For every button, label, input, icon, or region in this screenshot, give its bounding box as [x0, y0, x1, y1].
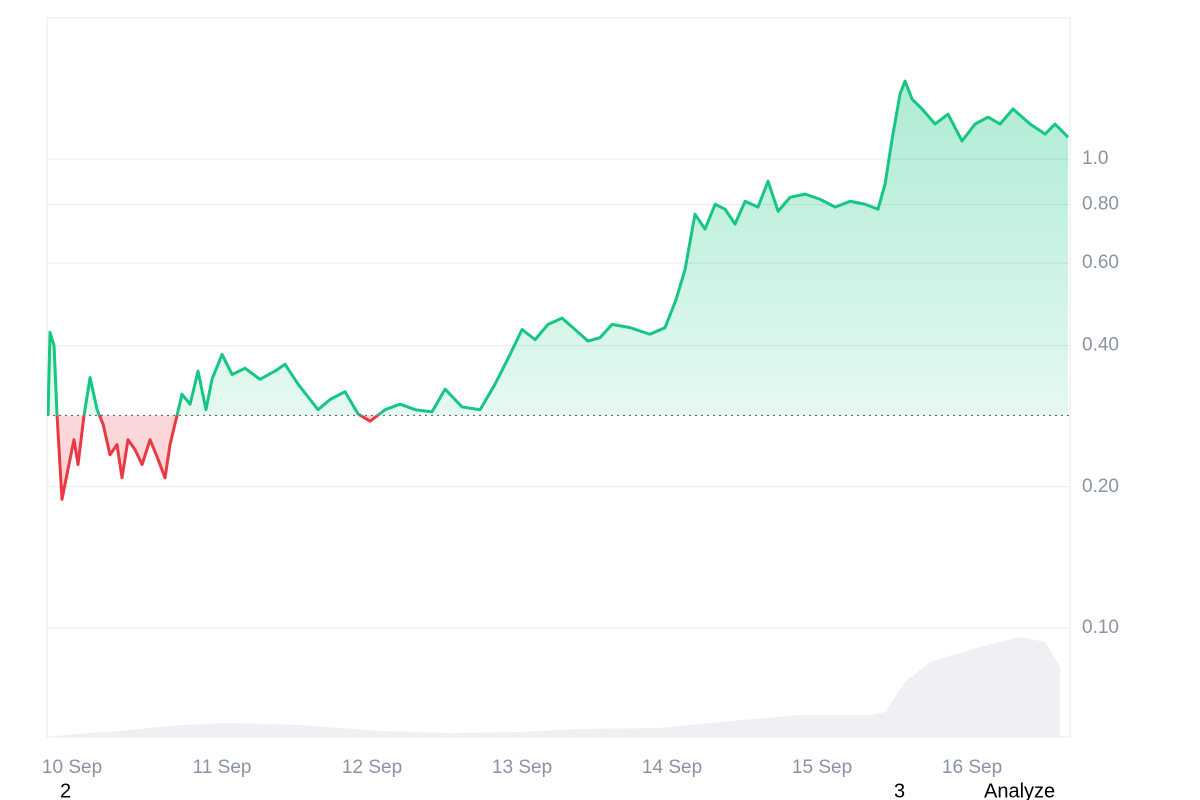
x-tick-label: 16 Sep: [942, 757, 1002, 778]
footer-label: 2: [60, 780, 71, 800]
x-tick-label: 15 Sep: [792, 757, 852, 778]
volume-area: [48, 637, 1061, 737]
y-tick-label: 0.20: [1082, 476, 1119, 497]
x-tick-label: 10 Sep: [42, 757, 102, 778]
price-area-down: [48, 415, 1069, 500]
analyze-button[interactable]: Analyze: [984, 780, 1055, 800]
x-tick-label: 14 Sep: [642, 757, 702, 778]
y-tick-label: 1.0: [1082, 148, 1108, 169]
price-area-up: [48, 81, 1069, 416]
y-tick-label: 0.10: [1082, 617, 1119, 638]
x-tick-label: 12 Sep: [342, 757, 402, 778]
y-tick-label: 0.40: [1082, 335, 1119, 356]
y-tick-label: 0.80: [1082, 194, 1119, 215]
price-line-up: [47, 79, 1070, 416]
x-tick-label: 11 Sep: [193, 757, 252, 778]
footer-label: 3: [894, 780, 905, 800]
y-tick-label: 0.60: [1082, 252, 1119, 273]
price-line-down: [48, 415, 381, 501]
x-tick-label: 13 Sep: [492, 757, 552, 778]
